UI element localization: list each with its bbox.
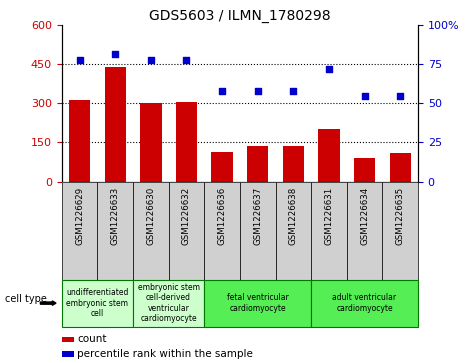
Point [361, 93, 369, 98]
Text: GSM1226632: GSM1226632 [182, 187, 191, 245]
Bar [354, 158, 375, 182]
Point [147, 57, 155, 63]
Text: fetal ventricular
cardiomyocyte: fetal ventricular cardiomyocyte [227, 293, 289, 313]
Bar [97, 182, 133, 280]
Text: GSM1226638: GSM1226638 [289, 187, 298, 245]
Bar [382, 182, 418, 280]
Bar [104, 67, 126, 182]
Text: GSM1226636: GSM1226636 [218, 187, 227, 245]
Bar [283, 146, 304, 182]
Bar [276, 182, 311, 280]
Text: GSM1226634: GSM1226634 [360, 187, 369, 245]
Bar [62, 182, 97, 280]
Bar [211, 152, 233, 182]
Text: GSM1226631: GSM1226631 [324, 187, 333, 245]
Point [289, 88, 297, 94]
Bar [140, 103, 162, 182]
Bar [311, 280, 418, 327]
Bar [62, 280, 133, 327]
Bar [204, 182, 240, 280]
Bar [169, 182, 204, 280]
Title: GDS5603 / ILMN_1780298: GDS5603 / ILMN_1780298 [149, 9, 331, 23]
Point [182, 57, 190, 63]
Text: adult ventricular
cardiomyocyte: adult ventricular cardiomyocyte [332, 293, 397, 313]
Text: GSM1226633: GSM1226633 [111, 187, 120, 245]
Bar [247, 146, 268, 182]
Bar [204, 280, 311, 327]
Bar [318, 130, 340, 182]
Text: GSM1226635: GSM1226635 [396, 187, 405, 245]
Bar [311, 182, 347, 280]
Point [325, 66, 332, 72]
Text: GSM1226629: GSM1226629 [75, 187, 84, 245]
Point [76, 57, 84, 63]
Text: cell type: cell type [5, 294, 47, 305]
Text: embryonic stem
cell-derived
ventricular
cardiomyocyte: embryonic stem cell-derived ventricular … [138, 283, 200, 323]
Text: GSM1226637: GSM1226637 [253, 187, 262, 245]
Bar [240, 182, 276, 280]
Bar [133, 182, 169, 280]
Point [396, 93, 404, 98]
Text: undifferentiated
embryonic stem
cell: undifferentiated embryonic stem cell [66, 288, 129, 318]
Point [254, 88, 261, 94]
Point [218, 88, 226, 94]
Text: GSM1226630: GSM1226630 [146, 187, 155, 245]
Bar [390, 153, 411, 182]
Point [111, 50, 119, 56]
Bar [69, 99, 90, 182]
Bar [133, 280, 204, 327]
Bar [347, 182, 382, 280]
Bar [176, 102, 197, 182]
Text: percentile rank within the sample: percentile rank within the sample [77, 349, 253, 359]
Text: count: count [77, 334, 106, 344]
